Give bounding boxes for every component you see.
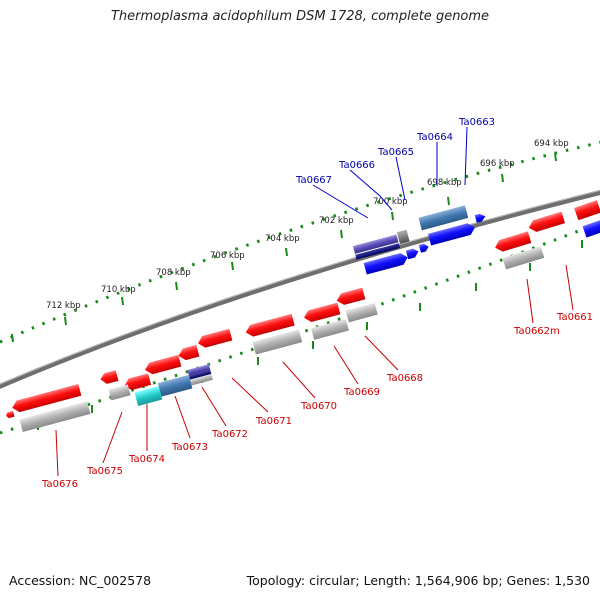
- reverse-genes: [3, 211, 573, 435]
- scale-label: 700 kbp: [373, 197, 408, 207]
- gene-label[interactable]: Ta0674: [128, 454, 165, 465]
- scale-label: 706 kbp: [210, 251, 245, 261]
- gene-label[interactable]: Ta0668: [386, 373, 423, 384]
- scale-label: 694 kbp: [534, 139, 569, 149]
- scale-labels: 694 kbp 696 kbp 698 kbp 700 kbp 702 kbp …: [46, 139, 569, 311]
- scale-ring-inner: [0, 221, 600, 435]
- gene-label[interactable]: Ta0669: [343, 387, 380, 398]
- scale-label: 710 kbp: [101, 285, 136, 295]
- genome-summary-text: Topology: circular; Length: 1,564,906 bp…: [246, 573, 590, 588]
- gene-label[interactable]: Ta0665: [377, 147, 414, 158]
- gene-block-ta0668[interactable]: [300, 286, 379, 341]
- forward-leader-lines: [312, 126, 468, 219]
- accession-text: Accession: NC_002578: [9, 573, 152, 588]
- forward-genes: [352, 200, 600, 276]
- reverse-leader-lines: [55, 264, 574, 477]
- scale-label: 704 kbp: [265, 234, 300, 244]
- gene-label[interactable]: Ta0672: [211, 429, 248, 440]
- scale-label: 696 kbp: [480, 159, 515, 169]
- gene-block-ta0671[interactable]: [244, 313, 303, 355]
- gene-block-ta0675[interactable]: [99, 368, 131, 402]
- gene-label[interactable]: Ta0664: [416, 132, 453, 143]
- gene-label[interactable]: Ta0675: [86, 466, 123, 477]
- gene-label[interactable]: Ta0670: [300, 401, 337, 412]
- scale-label: 702 kbp: [319, 216, 354, 226]
- gene-label[interactable]: Ta0662m: [513, 326, 560, 337]
- scale-label: 712 kbp: [46, 301, 81, 311]
- gene-block-ta0676[interactable]: [3, 383, 91, 435]
- gene-block-ta0662[interactable]: [491, 211, 573, 271]
- gene-block-ta0673[interactable]: [117, 328, 242, 408]
- scale-label: 708 kbp: [156, 268, 191, 278]
- gene-block-edge[interactable]: [574, 200, 600, 238]
- gene-label[interactable]: Ta0663: [458, 117, 495, 128]
- gene-block-purple[interactable]: [352, 225, 431, 276]
- gene-label[interactable]: Ta0667: [295, 175, 332, 186]
- reverse-gene-labels: Ta0661 Ta0662m Ta0668 Ta0669 Ta0670 Ta06…: [41, 312, 593, 490]
- gene-label[interactable]: Ta0673: [171, 442, 208, 453]
- gene-label[interactable]: Ta0661: [556, 312, 593, 323]
- gene-label[interactable]: Ta0676: [41, 479, 78, 490]
- gene-label[interactable]: Ta0666: [338, 160, 375, 171]
- scale-label: 698 kbp: [427, 178, 462, 188]
- gene-label[interactable]: Ta0671: [255, 416, 292, 427]
- page-title: Thermoplasma acidophilum DSM 1728, compl…: [110, 9, 490, 24]
- scale-ticks-outer: [11, 152, 557, 343]
- genome-backbone: [0, 189, 600, 389]
- forward-gene-labels: Ta0663 Ta0664 Ta0665 Ta0666 Ta0667: [295, 117, 495, 186]
- gene-block-steel[interactable]: [418, 201, 490, 247]
